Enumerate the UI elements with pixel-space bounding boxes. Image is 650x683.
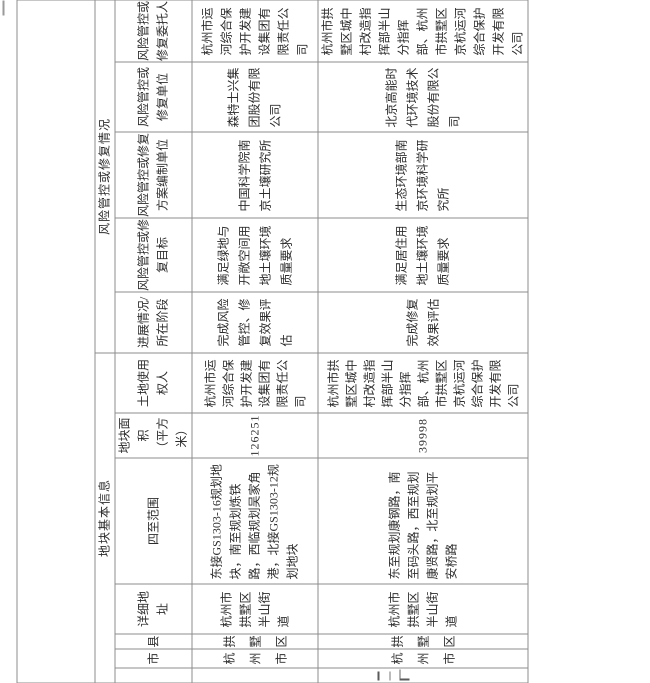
cell-client: 杭州市运河综合保护开发建设集团有限责任公司 bbox=[191, 0, 318, 62]
cell-plot-name-clipped bbox=[191, 667, 318, 683]
cell-area: 126251 bbox=[191, 412, 318, 458]
cell-county: 拱墅区 bbox=[317, 633, 528, 649]
cell-area: 39998 bbox=[317, 412, 528, 458]
col-header-plan-unit: 风险管控或修复 方案编制单位 bbox=[114, 131, 192, 218]
title-band-cell bbox=[16, 0, 95, 683]
empty-title-band bbox=[16, 0, 95, 683]
cell-remediation-unit: 森特士兴集团股份有限公司 bbox=[191, 61, 318, 132]
col-header-target: 风险管控或修 复目标 bbox=[114, 217, 192, 292]
cell-progress: 完成风险管控、修复效果评估 bbox=[191, 291, 318, 353]
cell-address: 杭州市拱墅区半山街道 bbox=[317, 583, 528, 634]
cell-target: 满足居住用地土壤环境质量要求 bbox=[317, 217, 528, 292]
cell-target: 满足绿地与开敞空间用地土壤环境质量要求 bbox=[191, 217, 318, 292]
cell-land-user: 杭州市运河综合保护开发建设集团有限责任公司 bbox=[191, 352, 318, 413]
cell-boundaries: 东接GS1303-16规划地块，南至规划炼铁路，西临规划吴家角港，北接GS130… bbox=[191, 457, 318, 584]
col-header-remediation-unit: 风险管控或 修复单位 bbox=[114, 61, 192, 132]
land-parcel-remediation-table: 地块基本信息 风险管控或修复情况 市 县 详细地 址 四至范围 bbox=[16, 0, 528, 683]
cell-county: 拱墅区 bbox=[191, 633, 318, 649]
group-header-basic-info: 地块基本信息 bbox=[94, 352, 115, 683]
col-header-county: 县 bbox=[114, 633, 192, 649]
cell-address: 杭州市拱墅区半山街道 bbox=[191, 583, 318, 634]
table-row: 杭州市 拱墅区 杭州市拱墅区半山街道 东接GS1303-16规划地块，南至规划炼… bbox=[191, 0, 318, 683]
col-header-boundaries: 四至范围 bbox=[114, 457, 192, 584]
page-edge-artifact bbox=[2, 0, 4, 15]
group-header-risk-control: 风险管控或修复情况 bbox=[94, 0, 115, 353]
col-header-area: 地块面积 （平方米） bbox=[114, 412, 192, 458]
cell-progress: 完成修复效果评估 bbox=[317, 291, 528, 353]
cell-city: 杭州市 bbox=[191, 648, 318, 668]
cell-remediation-unit: 北京高能时代环境技术股份有限公司 bbox=[317, 61, 528, 132]
column-header-row: 市 县 详细地 址 四至范围 地块面积 （平方米） 土地使用 bbox=[114, 0, 192, 683]
clipped-text-fragment bbox=[377, 671, 390, 680]
cell-plot-name-clipped bbox=[317, 667, 528, 683]
table-row: 杭州市 拱墅区 杭州市拱墅区半山街道 东至规划康钢路，南至码头路，西至规划康贤路… bbox=[317, 0, 528, 683]
cell-land-user: 杭州市拱墅区城中村改造指挥部半山分指挥部、杭州市拱墅区京杭运河综合保护开发有限公… bbox=[317, 352, 528, 413]
col-header-city: 市 bbox=[114, 648, 192, 668]
cell-plan-unit: 中国科学院南京土壤研究所 bbox=[191, 131, 318, 218]
col-header-address: 详细地 址 bbox=[114, 583, 192, 634]
col-header-plot-name-clipped bbox=[114, 667, 192, 683]
col-header-progress: 进展情况/ 所在阶段 bbox=[114, 291, 192, 353]
col-header-client: 风险管控或 修复委托人 bbox=[114, 0, 192, 62]
clipped-text-fragment bbox=[399, 669, 409, 680]
cell-client: 杭州市拱墅区城中村改造指挥部半山分指挥部、杭州市拱墅区京杭运河综合保护开发有限公… bbox=[317, 0, 528, 62]
col-header-land-user: 土地使用 权人 bbox=[114, 352, 192, 413]
cell-plan-unit: 生态环境部南京环境科学研究所 bbox=[317, 131, 528, 218]
cell-city: 杭州市 bbox=[317, 648, 528, 668]
cell-boundaries: 东至规划康钢路，南至码头路，西至规划康贤路，北至规划平安桥路 bbox=[317, 457, 528, 584]
group-header-row: 地块基本信息 风险管控或修复情况 bbox=[94, 0, 115, 683]
